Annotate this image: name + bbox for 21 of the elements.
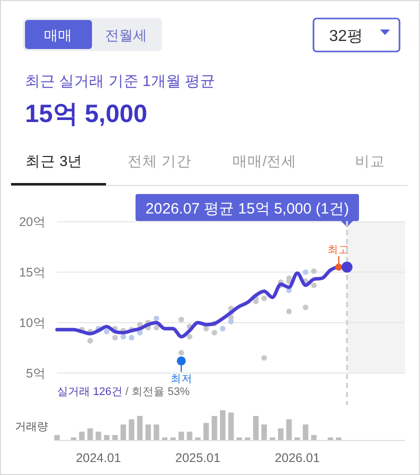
text: 실거래 126건 — [57, 386, 122, 398]
annotation: 최저 — [170, 372, 192, 385]
ref-line-label: 2026.07 평균 15억 5,000 (1건) — [146, 200, 349, 218]
x-tick-label: 2024.01 — [76, 451, 122, 465]
y-tick-label: 15억 — [19, 266, 46, 280]
text: 32평 — [329, 28, 363, 45]
text: 전월세 — [105, 27, 147, 43]
text: 전체 기간 — [127, 154, 192, 170]
text: / 회전율 53% — [125, 386, 190, 398]
x-tick-label: 2025.01 — [175, 451, 220, 465]
text: 15억 5,000 — [25, 100, 148, 128]
text: 매매 — [44, 27, 72, 43]
y-tick-label: 5억 — [26, 366, 46, 380]
text: 매매/전세 — [232, 154, 297, 170]
y-axis-title: 거래량 — [15, 421, 48, 434]
text: 최근 실거래 기준 1개월 평균 — [25, 73, 216, 90]
y-tick-label: 10억 — [19, 316, 46, 330]
text: 최근 3년 — [25, 154, 83, 170]
y-tick-label: 20억 — [19, 215, 46, 230]
text: 비교 — [354, 154, 385, 170]
x-tick-label: 2026.01 — [274, 451, 320, 465]
